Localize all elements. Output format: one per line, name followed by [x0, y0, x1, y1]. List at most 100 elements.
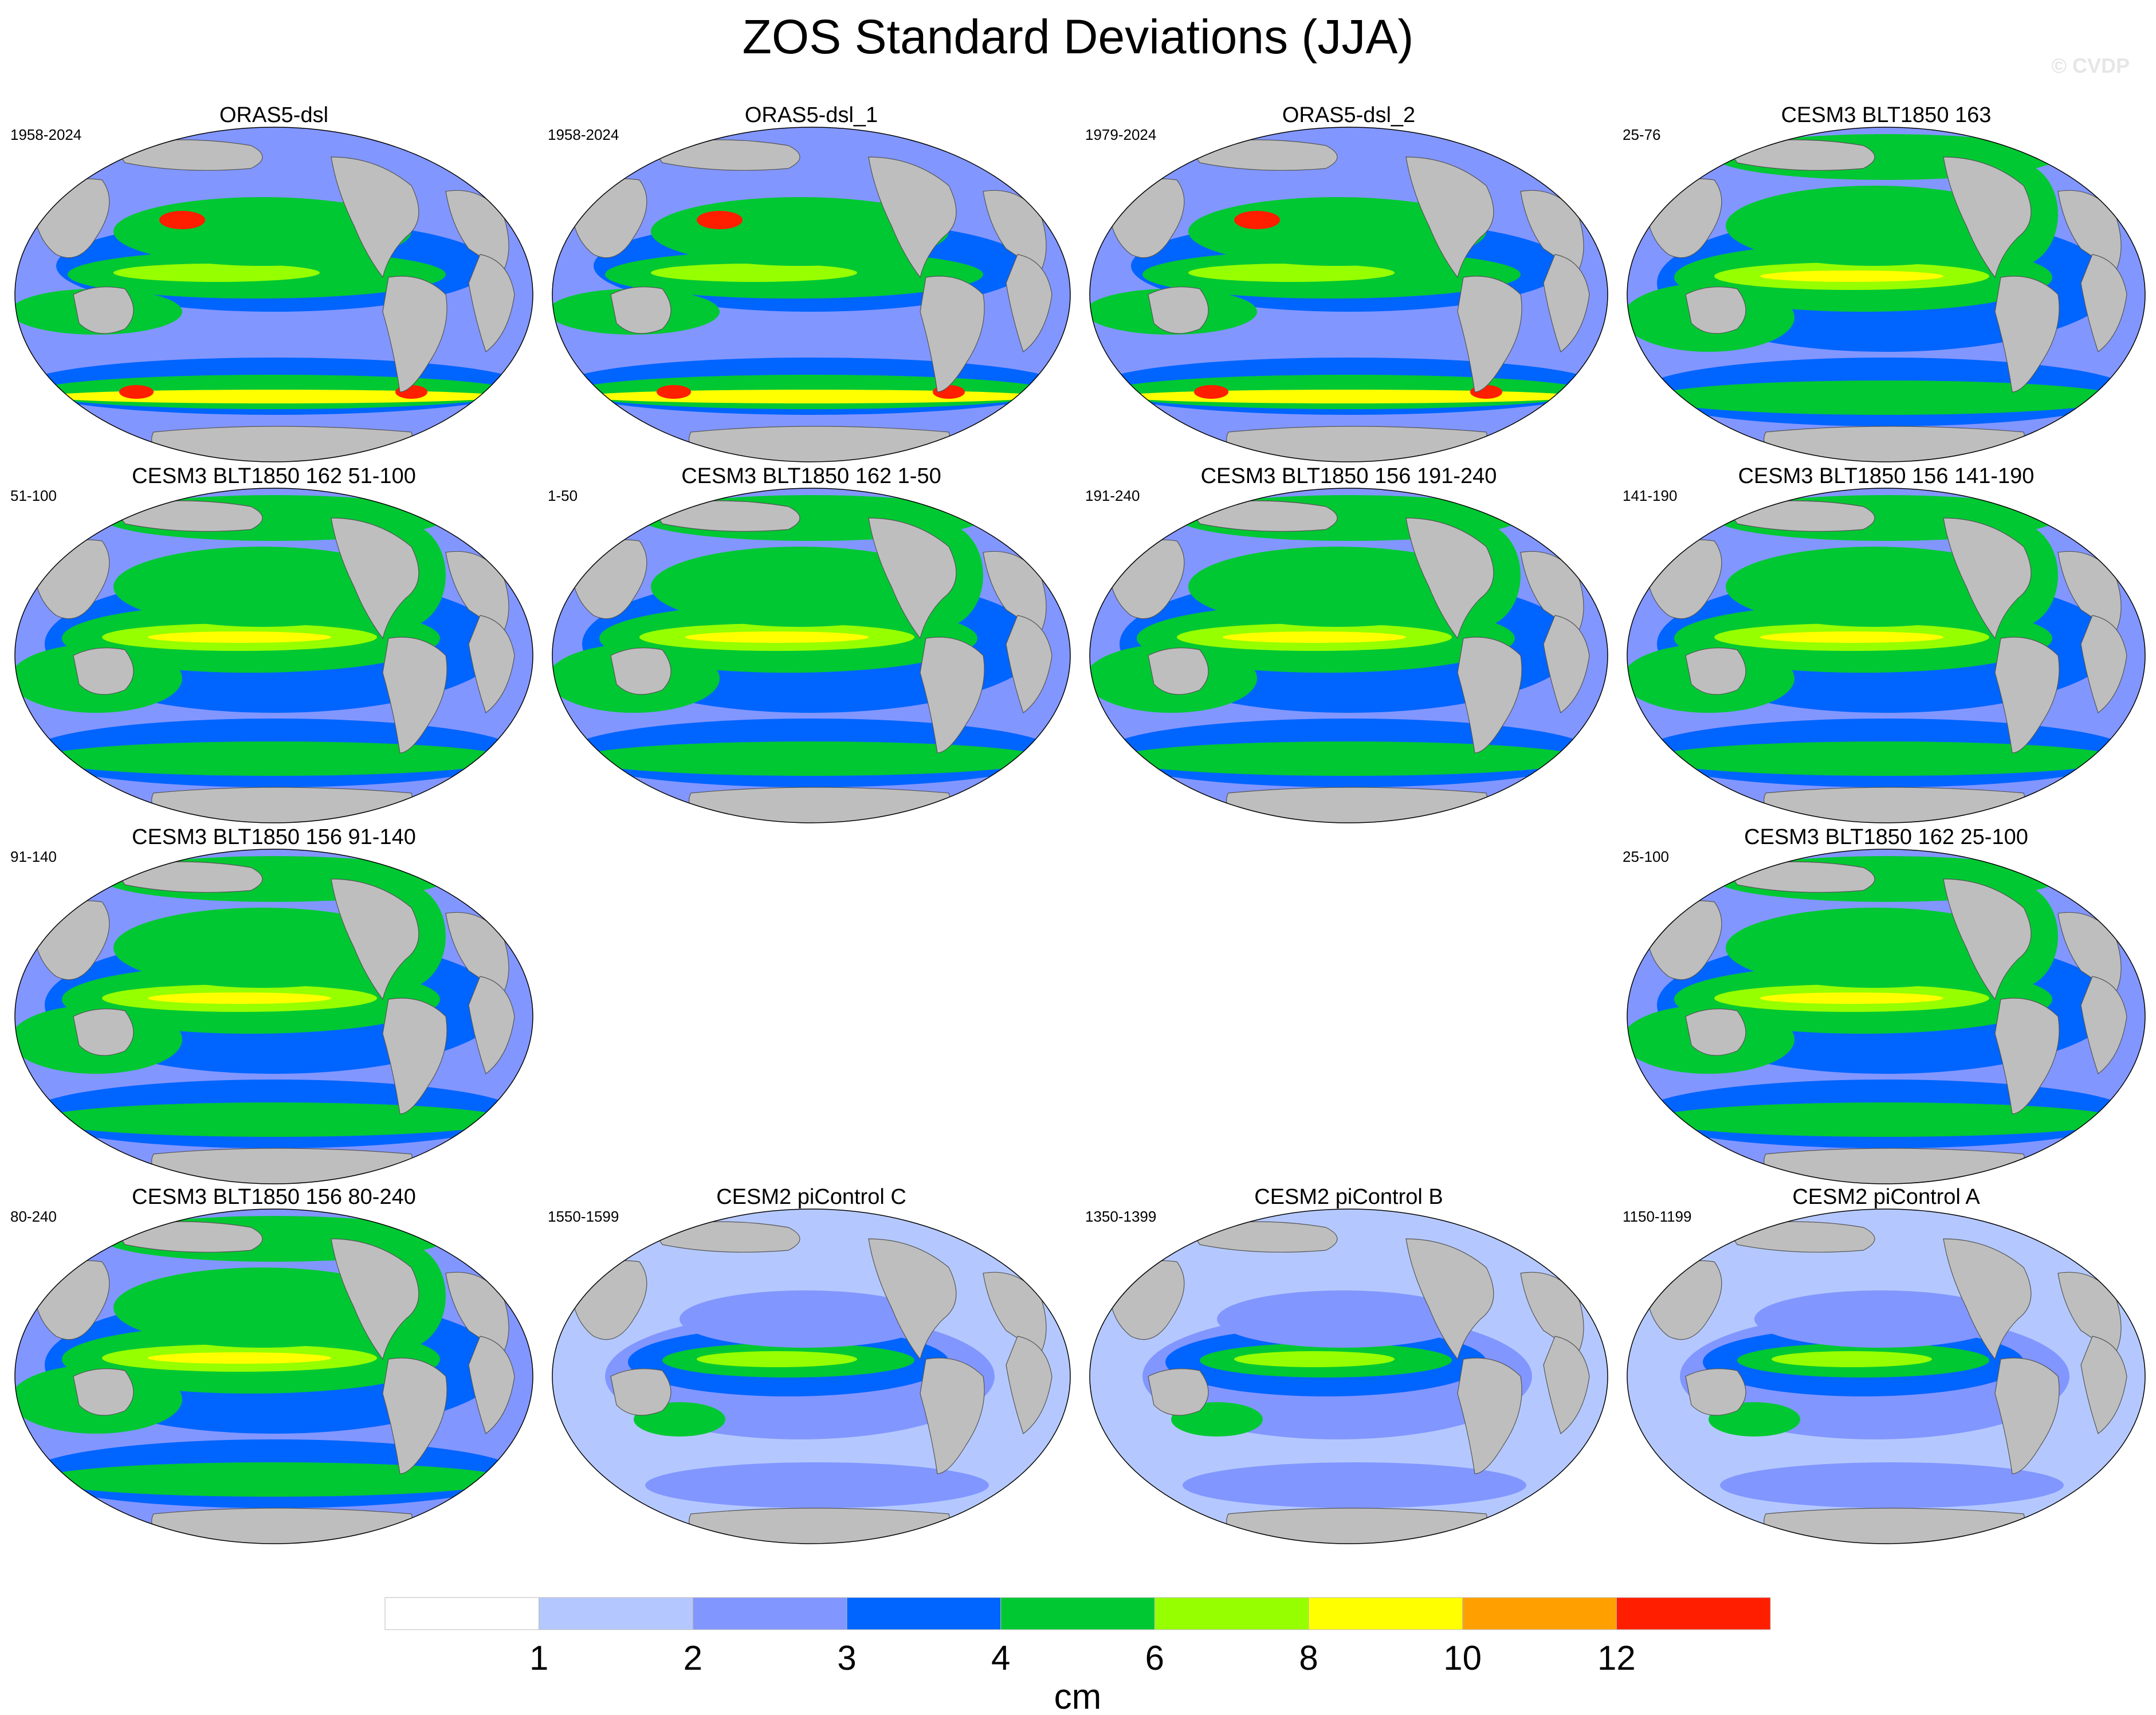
land-mass — [2080, 615, 2127, 713]
land-mass — [1006, 1336, 1053, 1434]
panel-title: CESM3 BLT1850 163 — [1781, 103, 1992, 127]
robinson-map — [14, 849, 533, 1184]
robinson-map — [1089, 488, 1608, 823]
variability-band — [1726, 186, 2024, 266]
variability-band — [113, 908, 411, 988]
robinson-map — [1627, 488, 2146, 823]
land-mass — [1543, 1336, 1590, 1434]
land-mass — [1226, 426, 1487, 462]
land-mass — [1226, 1508, 1487, 1544]
map-panel: ORAS5-dsl_1 1958-2024 — [548, 102, 1075, 469]
panel-title: CESM3 BLT1850 156 80-240 — [132, 1185, 416, 1209]
map-panel: CESM3 BLT1850 162 25-100 25-100 — [1623, 824, 2150, 1191]
land-mass — [382, 276, 447, 393]
variability-band — [1726, 547, 2024, 627]
variability-band — [680, 1290, 932, 1348]
variability-band — [1651, 1102, 2121, 1137]
land-mass — [331, 878, 419, 1000]
variability-band — [1760, 992, 1943, 1004]
land-mass — [1226, 787, 1487, 823]
robinson-map — [1089, 1208, 1608, 1544]
land-mass — [1543, 615, 1590, 713]
land-mass — [1457, 1357, 1522, 1474]
land-mass — [610, 1368, 671, 1416]
map-outline — [552, 127, 1071, 462]
panel-years: 191-240 — [1085, 487, 1140, 504]
robinson-map — [552, 127, 1071, 462]
variability-band — [1114, 741, 1584, 776]
land-mass — [689, 426, 950, 462]
colorbar-swatch — [539, 1597, 693, 1630]
variability-band — [113, 1267, 411, 1348]
variability-band — [1651, 741, 2121, 776]
robinson-map — [1627, 1208, 2146, 1544]
colorbar-unit: cm — [1054, 1677, 1102, 1715]
land-mass — [610, 647, 671, 695]
land-mass — [73, 1368, 134, 1416]
robinson-map — [14, 127, 533, 462]
land-mass — [1764, 426, 2025, 462]
land-mass — [1994, 276, 2060, 393]
map-panel: CESM3 BLT1850 163 25-76 — [1623, 102, 2150, 469]
variability-band — [1120, 390, 1578, 403]
robinson-map — [1627, 127, 2146, 462]
land-mass — [868, 517, 957, 639]
panel-years: 1150-1199 — [1623, 1208, 1692, 1225]
variability-band — [1188, 264, 1395, 282]
colorbar-swatch — [846, 1597, 1002, 1630]
land-mass — [1943, 156, 2032, 278]
land-mass — [1405, 1238, 1494, 1360]
panel-years: 1-50 — [548, 487, 578, 504]
panel-years: 1550-1599 — [548, 1208, 619, 1225]
variability-band — [148, 1352, 331, 1364]
land-mass — [382, 998, 447, 1114]
land-mass — [73, 1008, 134, 1056]
colorbar-swatch — [1616, 1597, 1771, 1630]
land-mass — [2080, 254, 2127, 352]
land-mass — [689, 787, 950, 823]
land-mass — [920, 637, 985, 753]
panel-title: CESM3 BLT1850 162 25-100 — [1744, 825, 2028, 849]
map-panel: CESM3 BLT1850 156 191-240 191-240 — [1085, 463, 1612, 830]
land-mass — [151, 426, 413, 462]
map-panel: CESM3 BLT1850 156 80-240 80-240 — [10, 1184, 537, 1551]
map-panel: ORAS5-dsl 1958-2024 — [10, 102, 537, 469]
panel-years: 51-100 — [10, 487, 57, 504]
land-mass — [468, 615, 515, 713]
land-mass — [331, 517, 419, 639]
variability-band — [697, 211, 743, 229]
variability-band — [1188, 547, 1486, 627]
map-panel: CESM3 BLT1850 162 51-100 51-100 — [10, 463, 537, 830]
map-outline — [1089, 1208, 1608, 1544]
map-panel: CESM3 BLT1850 156 141-190 141-190 — [1623, 463, 2150, 830]
land-mass — [1148, 1368, 1209, 1416]
map-outline — [1089, 127, 1608, 462]
land-mass — [920, 276, 985, 393]
variability-band — [651, 547, 949, 627]
variability-band — [1223, 631, 1406, 643]
land-mass — [1405, 517, 1494, 639]
figure-title: ZOS Standard Deviations (JJA) — [742, 10, 1414, 64]
variability-band — [1234, 1351, 1395, 1367]
land-mass — [1994, 998, 2060, 1114]
colorbar-swatch — [1000, 1597, 1155, 1630]
land-mass — [1457, 637, 1522, 753]
land-mass — [1148, 647, 1209, 695]
panel-years: 1958-2024 — [548, 126, 619, 143]
land-mass — [73, 287, 134, 334]
variability-band — [113, 547, 411, 627]
panel-years: 141-190 — [1623, 487, 1678, 504]
land-mass — [1006, 254, 1053, 352]
variability-band — [119, 385, 154, 399]
robinson-map — [1627, 849, 2146, 1184]
panel-title: CESM2 piControl A — [1792, 1185, 1980, 1209]
panel-years: 80-240 — [10, 1208, 57, 1225]
panel-title: CESM3 BLT1850 162 51-100 — [132, 464, 416, 488]
colorbar-swatch — [692, 1597, 847, 1630]
land-mass — [331, 1238, 419, 1360]
map-panel: ORAS5-dsl_2 1979-2024 — [1085, 102, 1612, 469]
land-mass — [1457, 276, 1522, 393]
colorbar-tick-label: 6 — [1145, 1639, 1164, 1677]
panel-title: ORAS5-dsl_2 — [1282, 103, 1416, 127]
variability-band — [1183, 1462, 1526, 1508]
